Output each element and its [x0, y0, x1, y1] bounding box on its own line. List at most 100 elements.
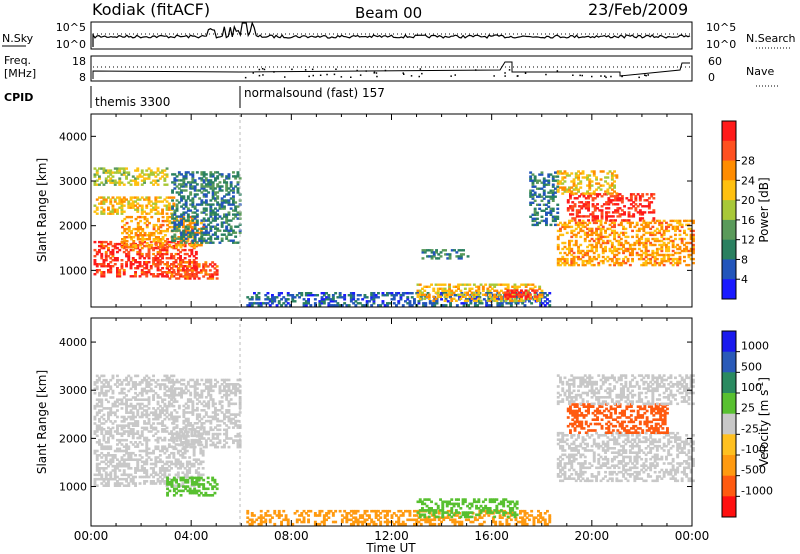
- velocity-heatmap: [93, 374, 695, 526]
- heatmap-cell: [304, 292, 308, 295]
- heatmap-cell: [234, 419, 238, 423]
- heatmap-cell: [182, 203, 186, 206]
- heatmap-cell: [202, 409, 206, 412]
- heatmap-cell: [581, 219, 585, 223]
- heatmap-cell: [615, 192, 619, 195]
- heatmap-cell: [644, 247, 648, 251]
- heatmap-cell: [111, 248, 115, 252]
- heatmap-cell: [158, 171, 162, 174]
- heatmap-cell: [214, 432, 217, 436]
- heatmap-cell: [102, 275, 106, 278]
- heatmap-cell: [644, 261, 648, 265]
- heatmap-cell: [488, 293, 492, 296]
- heatmap-cell: [215, 277, 219, 280]
- heatmap-cell: [102, 428, 106, 431]
- heatmap-cell: [586, 192, 589, 195]
- heatmap-cell: [493, 295, 497, 298]
- heatmap-cell: [131, 206, 135, 209]
- heatmap-cell: [131, 413, 135, 417]
- heatmap-cell: [191, 426, 195, 429]
- heatmap-cell: [134, 482, 137, 485]
- heatmap-cell: [338, 292, 342, 295]
- heatmap-cell: [184, 261, 188, 264]
- heatmap-cell: [131, 259, 135, 262]
- heatmap-cell: [468, 283, 472, 286]
- heatmap-cell: [125, 398, 128, 401]
- freq-dot: [333, 73, 336, 76]
- heatmap-cell: [102, 212, 106, 215]
- heatmap-cell: [209, 239, 213, 242]
- heatmap-cell: [143, 469, 146, 472]
- heatmap-cell: [100, 242, 104, 246]
- heatmap-cell: [123, 217, 127, 221]
- heatmap-cell: [93, 387, 97, 391]
- heatmap-cell: [127, 415, 131, 419]
- heatmap-cell: [565, 174, 569, 177]
- heatmap-cell: [154, 415, 158, 419]
- heatmap-cell: [513, 283, 517, 286]
- heatmap-cell: [262, 302, 265, 305]
- heatmap-cell: [109, 171, 113, 174]
- heatmap-cell: [689, 249, 693, 253]
- heatmap-cell: [131, 275, 135, 278]
- heatmap-cell: [563, 263, 567, 267]
- heatmap-cell: [122, 169, 126, 172]
- heatmap-cell: [93, 391, 97, 395]
- heatmap-cell: [616, 199, 620, 202]
- heatmap-cell: [191, 400, 195, 403]
- heatmap-cell: [145, 438, 149, 442]
- heatmap-cell: [218, 439, 222, 442]
- heatmap-cell: [98, 175, 101, 178]
- heatmap-cell: [186, 197, 190, 200]
- heatmap-cell: [163, 173, 167, 176]
- heatmap-cell: [606, 239, 610, 243]
- heatmap-cell: [623, 219, 626, 222]
- heatmap-cell: [361, 304, 365, 307]
- heatmap-cell: [204, 207, 208, 210]
- heatmap-cell: [167, 240, 171, 244]
- heatmap-cell: [181, 244, 185, 247]
- heatmap-cell: [271, 294, 274, 297]
- heatmap-cell: [131, 411, 135, 414]
- heatmap-cell: [189, 199, 193, 202]
- heatmap-cell: [575, 197, 579, 200]
- heatmap-cell: [665, 253, 668, 257]
- heatmap-cell: [171, 237, 174, 240]
- heatmap-cell: [175, 430, 179, 434]
- heatmap-cell: [149, 210, 153, 213]
- heatmap-cell: [472, 299, 476, 302]
- heatmap-cell: [671, 241, 675, 245]
- heatmap-cell: [304, 302, 308, 305]
- heatmap-cell: [687, 255, 691, 259]
- heatmap-cell: [109, 475, 113, 479]
- heatmap-cell: [209, 422, 213, 425]
- heatmap-cell: [104, 265, 108, 268]
- heatmap-cell: [232, 385, 235, 388]
- heatmap-cell: [631, 253, 634, 257]
- heatmap-cell: [692, 229, 695, 233]
- heatmap-cell: [102, 244, 106, 248]
- heatmap-cell: [102, 169, 106, 172]
- heatmap-cell: [563, 257, 567, 261]
- heatmap-cell: [468, 295, 472, 298]
- heatmap-cell: [583, 231, 587, 235]
- heatmap-cell: [408, 304, 412, 307]
- heatmap-cell: [156, 438, 160, 442]
- heatmap-cell: [113, 181, 117, 184]
- heatmap-cell: [100, 181, 104, 184]
- heatmap-cell: [257, 304, 261, 307]
- heatmap-cell: [404, 292, 407, 295]
- heatmap-cell: [634, 207, 638, 210]
- heatmap-cell: [253, 292, 256, 295]
- heatmap-cell: [134, 415, 137, 419]
- colorbar-segment: [722, 279, 736, 300]
- heatmap-cell: [172, 269, 176, 272]
- heatmap-cell: [167, 464, 171, 468]
- heatmap-cell: [214, 211, 217, 214]
- heatmap-cell: [227, 411, 231, 414]
- heatmap-cell: [191, 239, 195, 242]
- heatmap-cell: [234, 201, 238, 204]
- heatmap-cell: [570, 172, 574, 175]
- heatmap-cell: [559, 170, 562, 173]
- heatmap-cell: [136, 265, 140, 268]
